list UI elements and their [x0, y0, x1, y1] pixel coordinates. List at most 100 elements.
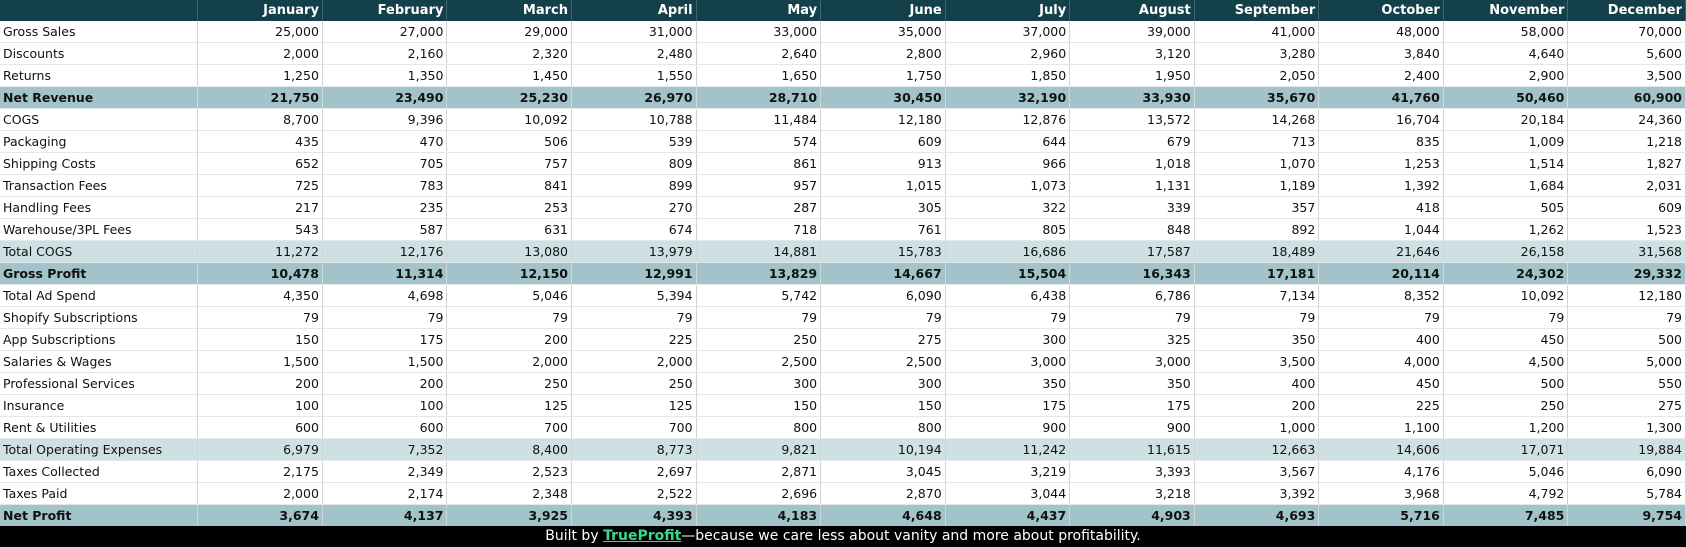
- value-cell[interactable]: 2,900: [1443, 64, 1569, 87]
- value-cell[interactable]: 79: [1069, 306, 1195, 329]
- value-cell[interactable]: 35,000: [820, 21, 946, 43]
- value-cell[interactable]: 41,760: [1318, 86, 1444, 109]
- value-cell[interactable]: 1,550: [571, 64, 697, 87]
- value-cell[interactable]: 4,183: [696, 504, 822, 526]
- value-cell[interactable]: 644: [945, 130, 1071, 153]
- value-cell[interactable]: 2,000: [446, 350, 573, 373]
- value-cell[interactable]: 3,280: [1194, 42, 1320, 65]
- value-cell[interactable]: 339: [1069, 196, 1195, 219]
- value-cell[interactable]: 35,670: [1194, 86, 1320, 109]
- row-label-cell[interactable]: Net Profit: [0, 504, 199, 526]
- value-cell[interactable]: 539: [571, 130, 697, 153]
- value-cell[interactable]: 24,302: [1443, 262, 1569, 285]
- value-cell[interactable]: 12,991: [571, 262, 697, 285]
- month-header-may[interactable]: May: [696, 0, 822, 21]
- value-cell[interactable]: 4,350: [197, 284, 323, 307]
- month-header-september[interactable]: September: [1194, 0, 1320, 21]
- value-cell[interactable]: 305: [820, 196, 946, 219]
- row-label-cell[interactable]: Rent & Utilities: [0, 416, 199, 439]
- value-cell[interactable]: 17,071: [1443, 438, 1569, 461]
- value-cell[interactable]: 79: [446, 306, 573, 329]
- value-cell[interactable]: 33,930: [1069, 86, 1195, 109]
- value-cell[interactable]: 6,979: [197, 438, 323, 461]
- row-label-cell[interactable]: Taxes Collected: [0, 460, 199, 483]
- value-cell[interactable]: 28,710: [696, 86, 822, 109]
- value-cell[interactable]: 357: [1194, 196, 1320, 219]
- value-cell[interactable]: 1,218: [1567, 130, 1686, 153]
- value-cell[interactable]: 4,640: [1443, 42, 1569, 65]
- value-cell[interactable]: 39,000: [1069, 21, 1195, 43]
- value-cell[interactable]: 2,522: [571, 482, 697, 505]
- value-cell[interactable]: 1,450: [446, 64, 573, 87]
- value-cell[interactable]: 4,648: [820, 504, 946, 526]
- value-cell[interactable]: 892: [1194, 218, 1320, 241]
- value-cell[interactable]: 14,268: [1194, 108, 1320, 131]
- value-cell[interactable]: 200: [1194, 394, 1320, 417]
- value-cell[interactable]: 1,750: [820, 64, 946, 87]
- month-header-february[interactable]: February: [322, 0, 448, 21]
- value-cell[interactable]: 12,663: [1194, 438, 1320, 461]
- value-cell[interactable]: 175: [322, 328, 448, 351]
- value-cell[interactable]: 800: [696, 416, 822, 439]
- value-cell[interactable]: 4,792: [1443, 482, 1569, 505]
- value-cell[interactable]: 79: [197, 306, 323, 329]
- value-cell[interactable]: 79: [1194, 306, 1320, 329]
- row-label-cell[interactable]: COGS: [0, 108, 199, 131]
- value-cell[interactable]: 2,500: [696, 350, 822, 373]
- value-cell[interactable]: 4,437: [945, 504, 1071, 526]
- value-cell[interactable]: 1,827: [1567, 152, 1686, 175]
- header-corner-cell[interactable]: [0, 0, 199, 21]
- month-header-june[interactable]: June: [820, 0, 946, 21]
- value-cell[interactable]: 2,871: [696, 460, 822, 483]
- value-cell[interactable]: 287: [696, 196, 822, 219]
- row-label-cell[interactable]: Gross Profit: [0, 262, 199, 285]
- value-cell[interactable]: 270: [571, 196, 697, 219]
- value-cell[interactable]: 10,478: [197, 262, 323, 285]
- value-cell[interactable]: 9,754: [1567, 504, 1686, 526]
- value-cell[interactable]: 10,788: [571, 108, 697, 131]
- value-cell[interactable]: 29,332: [1567, 262, 1686, 285]
- row-label-cell[interactable]: Net Revenue: [0, 86, 199, 109]
- month-header-april[interactable]: April: [571, 0, 697, 21]
- value-cell[interactable]: 2,523: [446, 460, 573, 483]
- value-cell[interactable]: 2,160: [322, 42, 448, 65]
- value-cell[interactable]: 3,218: [1069, 482, 1195, 505]
- value-cell[interactable]: 957: [696, 174, 822, 197]
- value-cell[interactable]: 450: [1318, 372, 1444, 395]
- value-cell[interactable]: 11,272: [197, 240, 323, 263]
- value-cell[interactable]: 11,242: [945, 438, 1071, 461]
- value-cell[interactable]: 175: [945, 394, 1071, 417]
- value-cell[interactable]: 33,000: [696, 21, 822, 43]
- value-cell[interactable]: 2,050: [1194, 64, 1320, 87]
- value-cell[interactable]: 37,000: [945, 21, 1071, 43]
- value-cell[interactable]: 175: [1069, 394, 1195, 417]
- value-cell[interactable]: 58,000: [1443, 21, 1569, 43]
- value-cell[interactable]: 1,009: [1443, 130, 1569, 153]
- value-cell[interactable]: 2,697: [571, 460, 697, 483]
- value-cell[interactable]: 41,000: [1194, 21, 1320, 43]
- value-cell[interactable]: 7,134: [1194, 284, 1320, 307]
- value-cell[interactable]: 31,000: [571, 21, 697, 43]
- value-cell[interactable]: 1,253: [1318, 152, 1444, 175]
- value-cell[interactable]: 14,606: [1318, 438, 1444, 461]
- value-cell[interactable]: 609: [820, 130, 946, 153]
- value-cell[interactable]: 835: [1318, 130, 1444, 153]
- row-label-cell[interactable]: Transaction Fees: [0, 174, 199, 197]
- value-cell[interactable]: 350: [1069, 372, 1195, 395]
- value-cell[interactable]: 725: [197, 174, 323, 197]
- value-cell[interactable]: 150: [696, 394, 822, 417]
- value-cell[interactable]: 24,360: [1567, 108, 1686, 131]
- value-cell[interactable]: 899: [571, 174, 697, 197]
- value-cell[interactable]: 25,000: [197, 21, 323, 43]
- value-cell[interactable]: 652: [197, 152, 323, 175]
- value-cell[interactable]: 3,567: [1194, 460, 1320, 483]
- value-cell[interactable]: 26,970: [571, 86, 697, 109]
- value-cell[interactable]: 325: [1069, 328, 1195, 351]
- month-header-march[interactable]: March: [446, 0, 573, 21]
- value-cell[interactable]: 11,615: [1069, 438, 1195, 461]
- value-cell[interactable]: 1,850: [945, 64, 1071, 87]
- month-header-october[interactable]: October: [1318, 0, 1444, 21]
- value-cell[interactable]: 4,000: [1318, 350, 1444, 373]
- value-cell[interactable]: 32,190: [945, 86, 1071, 109]
- value-cell[interactable]: 6,786: [1069, 284, 1195, 307]
